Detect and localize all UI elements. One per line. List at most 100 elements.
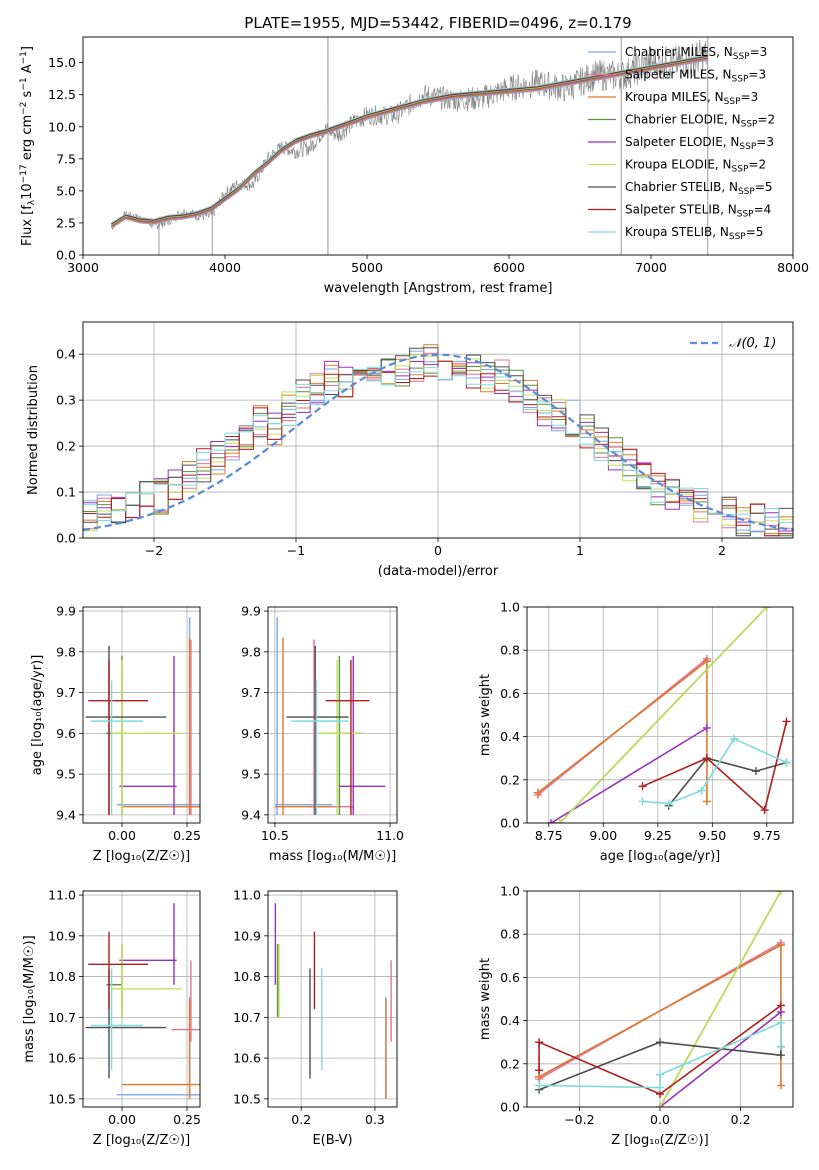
legend-tail: =2 [748, 158, 766, 172]
x-axis-label: Z [log₁₀(Z/Z☉)] [93, 849, 190, 864]
weight-marker-salpeter_stelib [535, 1038, 544, 1047]
y-tick-label: 10.9 [233, 928, 261, 943]
y-tick-label: 9.7 [241, 685, 261, 700]
y-tick-label: 9.4 [241, 807, 261, 822]
model-line-kroupa_stelib [111, 54, 708, 224]
y-axis-label-part: ] [20, 46, 35, 51]
y-tick-label: 0.4 [500, 729, 520, 744]
legend-tail: =3 [750, 45, 768, 59]
z-mass-panel: 0.00 0.25 10.5 10.6 10.7 10.8 10.9 11.0 Z [log₁₀… [22, 888, 201, 1148]
weight-marker-kroupa_stelib [656, 1083, 664, 1092]
y-tick-label: 0.2 [500, 772, 520, 787]
weight-marker-kroupa_stelib [730, 734, 739, 743]
weight-line-chabrier_stelib [668, 757, 787, 807]
weight-marker-kroupa_stelib [535, 1081, 544, 1090]
y-tick-label: 10.8 [233, 969, 261, 984]
y-tick-label: 10.5 [233, 1091, 261, 1106]
x-tick-label: −0.2 [564, 1112, 594, 1127]
weight-marker-salpeter_elodie [546, 819, 555, 823]
y-tick-label: 11.0 [48, 888, 76, 903]
y-axis-label-part: −2 [19, 102, 29, 115]
legend-tail: =3 [741, 90, 759, 104]
y-tick-label: 1.0 [500, 600, 520, 615]
x-axis-label: (data-model)/error [378, 564, 499, 579]
legend-label-chabrier_elodie: Chabrier ELODIE, NSSP=2 [625, 113, 775, 130]
x-tick-label: 0.2 [731, 1112, 751, 1127]
y-tick-label: 0.2 [56, 439, 76, 454]
x-tick-label: 0 [434, 543, 442, 558]
y-tick-label: 10.7 [48, 1010, 76, 1025]
ebv-mass-panel: 0.2 0.3 10.5 10.6 10.7 10.8 10.9 11.0 E(B-V) [233, 888, 398, 1148]
weight-marker-kroupa_elodie [762, 607, 771, 611]
x-tick-label: 0.0 [650, 1112, 670, 1127]
weight-marker-kroupa_stelib [782, 758, 791, 767]
axes-frame [82, 606, 201, 824]
residual-histogram-panel: −2 −1 0 1 2 0.0 0.1 0.2 0.3 0.4 (data-model)/error… [26, 321, 794, 579]
legend-sub: SSP [737, 210, 754, 220]
legend-tail: =5 [755, 180, 773, 194]
model-line-kroupa_elodie [111, 56, 708, 226]
z-age-panel: 0.00 0.25 9.4 9.5 9.6 9.7 9.8 9.9 Z [log₁₀(Z/Z☉)… [30, 604, 201, 864]
x-tick-label: 8000 [777, 260, 809, 275]
y-tick-label: 9.8 [241, 644, 261, 659]
y-axis-label: mass [log₁₀(M/M☉)] [22, 935, 37, 1062]
y-axis-label: mass weight [478, 958, 493, 1040]
plot-area [83, 344, 793, 537]
y-tick-label: 9.5 [241, 767, 261, 782]
legend-sub: SSP [732, 165, 749, 175]
y-tick-label: 0.8 [500, 643, 520, 658]
legend-label-normal: 𝒩(0, 1) [729, 336, 776, 351]
x-tick-label: 3000 [67, 260, 99, 275]
observed-spectrum-line [111, 39, 709, 231]
legend-sub: SSP [729, 232, 746, 242]
y-tick-label: 11.0 [233, 888, 261, 903]
x-tick-label: 10.5 [261, 828, 289, 843]
x-tick-label: 9.75 [753, 828, 781, 843]
chart-title: PLATE=1955, MJD=53442, FIBERID=0496, z=0… [244, 14, 631, 32]
weight-marker-chabrier_stelib [656, 1038, 664, 1047]
legend-tail: =5 [746, 225, 764, 239]
weight-marker-kroupa_miles [533, 788, 542, 797]
weight-line-kroupa_stelib [642, 737, 787, 805]
x-tick-label: 2 [718, 543, 726, 558]
weight-marker-chabrier_stelib [776, 1051, 785, 1060]
weight-marker-kroupa_stelib [697, 786, 706, 795]
y-tick-label: 5.0 [56, 183, 76, 198]
x-tick-label: 0.3 [365, 1112, 385, 1127]
legend-label-kroupa_miles: Kroupa MILES, NSSP=3 [625, 90, 758, 107]
y-axis-label-part: 10 [20, 183, 35, 200]
x-tick-label: 11.0 [376, 828, 404, 843]
y-tick-label: 9.4 [56, 807, 76, 822]
model-line-salpeter_elodie [111, 57, 708, 226]
x-tick-label: −2 [145, 543, 163, 558]
legend-label-salpeter_miles: Salpeter MILES, NSSP=3 [625, 68, 766, 85]
y-tick-label: 0.6 [500, 686, 520, 701]
x-tick-label: 0.00 [108, 1112, 136, 1127]
weight-marker-salpeter_elodie [702, 723, 711, 732]
weight-marker-kroupa_stelib [776, 1042, 785, 1051]
weight-marker-chabrier_stelib [751, 767, 760, 776]
y-tick-label: 10.5 [48, 1091, 76, 1106]
y-tick-label: 9.9 [56, 604, 76, 619]
weight-marker-kroupa_miles [702, 657, 711, 665]
weight-marker-kroupa_stelib [656, 1070, 664, 1079]
weight-line-salpeter_stelib [538, 1004, 782, 1095]
y-tick-label: 9.6 [241, 726, 261, 741]
y-tick-label: 0.6 [500, 970, 520, 985]
weight-marker-salpeter_stelib [782, 717, 791, 726]
legend-name: Chabrier MILES, N [625, 45, 733, 59]
legend-sub: SSP [732, 75, 749, 85]
legend-sub: SSP [724, 97, 741, 107]
weight-line-kroupa_elodie [559, 607, 768, 823]
x-tick-label: 9.00 [589, 828, 617, 843]
weight-marker-kroupa_stelib [776, 1018, 785, 1027]
y-axis-label-part: −17 [19, 164, 29, 183]
model-line-chabrier_stelib [111, 55, 708, 225]
weight-marker-kroupa_stelib [638, 797, 647, 806]
y-axis-label-part: A [20, 64, 35, 77]
x-axis-label: E(B-V) [312, 1133, 352, 1148]
age-weight-panel: 8.75 9.00 9.25 9.50 9.75 0.0 0.2 0.4 0.6 0.8 1.0 ag… [478, 600, 794, 864]
y-tick-label: 0.2 [500, 1056, 520, 1071]
axes-frame [267, 606, 398, 824]
weight-marker-salpeter_stelib [638, 782, 647, 791]
